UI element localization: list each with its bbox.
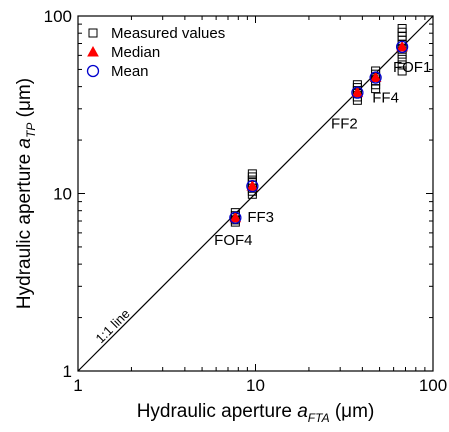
measured-value-point <box>397 60 407 70</box>
legend-marker-median <box>87 45 99 57</box>
y-tick-label: 1 <box>63 362 72 381</box>
annotation-ff3: FF3 <box>247 209 274 226</box>
measured-value-point <box>397 54 407 64</box>
reference-line-label: 1:1 line <box>92 306 132 346</box>
measured-value-point <box>247 172 257 182</box>
mean-point <box>229 211 242 224</box>
mean-point <box>351 86 364 99</box>
mean-point <box>395 40 409 54</box>
y-tick-label: 10 <box>53 185 72 204</box>
annotation-ff2: FF2 <box>331 116 358 133</box>
median-point <box>369 71 382 83</box>
median-point <box>396 40 408 52</box>
annotation-fof1: FOF1 <box>393 59 431 76</box>
x-tick-label: 10 <box>246 376 265 395</box>
mean-point <box>369 71 382 84</box>
data-marks <box>229 24 409 227</box>
legend-marker-mean <box>86 64 100 78</box>
median-point <box>229 211 242 223</box>
x-tick-label: 100 <box>419 376 447 395</box>
mean-point <box>246 180 259 193</box>
legend-label: Mean <box>111 63 149 80</box>
measured-value-point <box>397 66 407 76</box>
x-axis-title: Hydraulic aperture aFTA (μm) <box>137 401 375 425</box>
legend-label: Measured values <box>111 25 225 42</box>
y-tick-label: 100 <box>44 7 72 26</box>
y-axis-title: Hydraulic aperture aTP (μm) <box>14 78 38 309</box>
measured-value-point <box>397 24 407 34</box>
measured-value-point <box>247 169 257 179</box>
annotation-ff4: FF4 <box>372 90 399 107</box>
chart-text: 1 10 100 1 10 100 1:1 line FF3 FOF4 FF2 FF4 FOF1 Mea… <box>14 7 447 425</box>
x-tick-label: 1 <box>73 376 82 395</box>
annotation-fof4: FOF4 <box>214 232 252 249</box>
legend-marker-measured <box>88 28 98 38</box>
legend-label: Median <box>111 44 160 61</box>
median-point <box>246 180 259 191</box>
median-point <box>351 86 364 98</box>
